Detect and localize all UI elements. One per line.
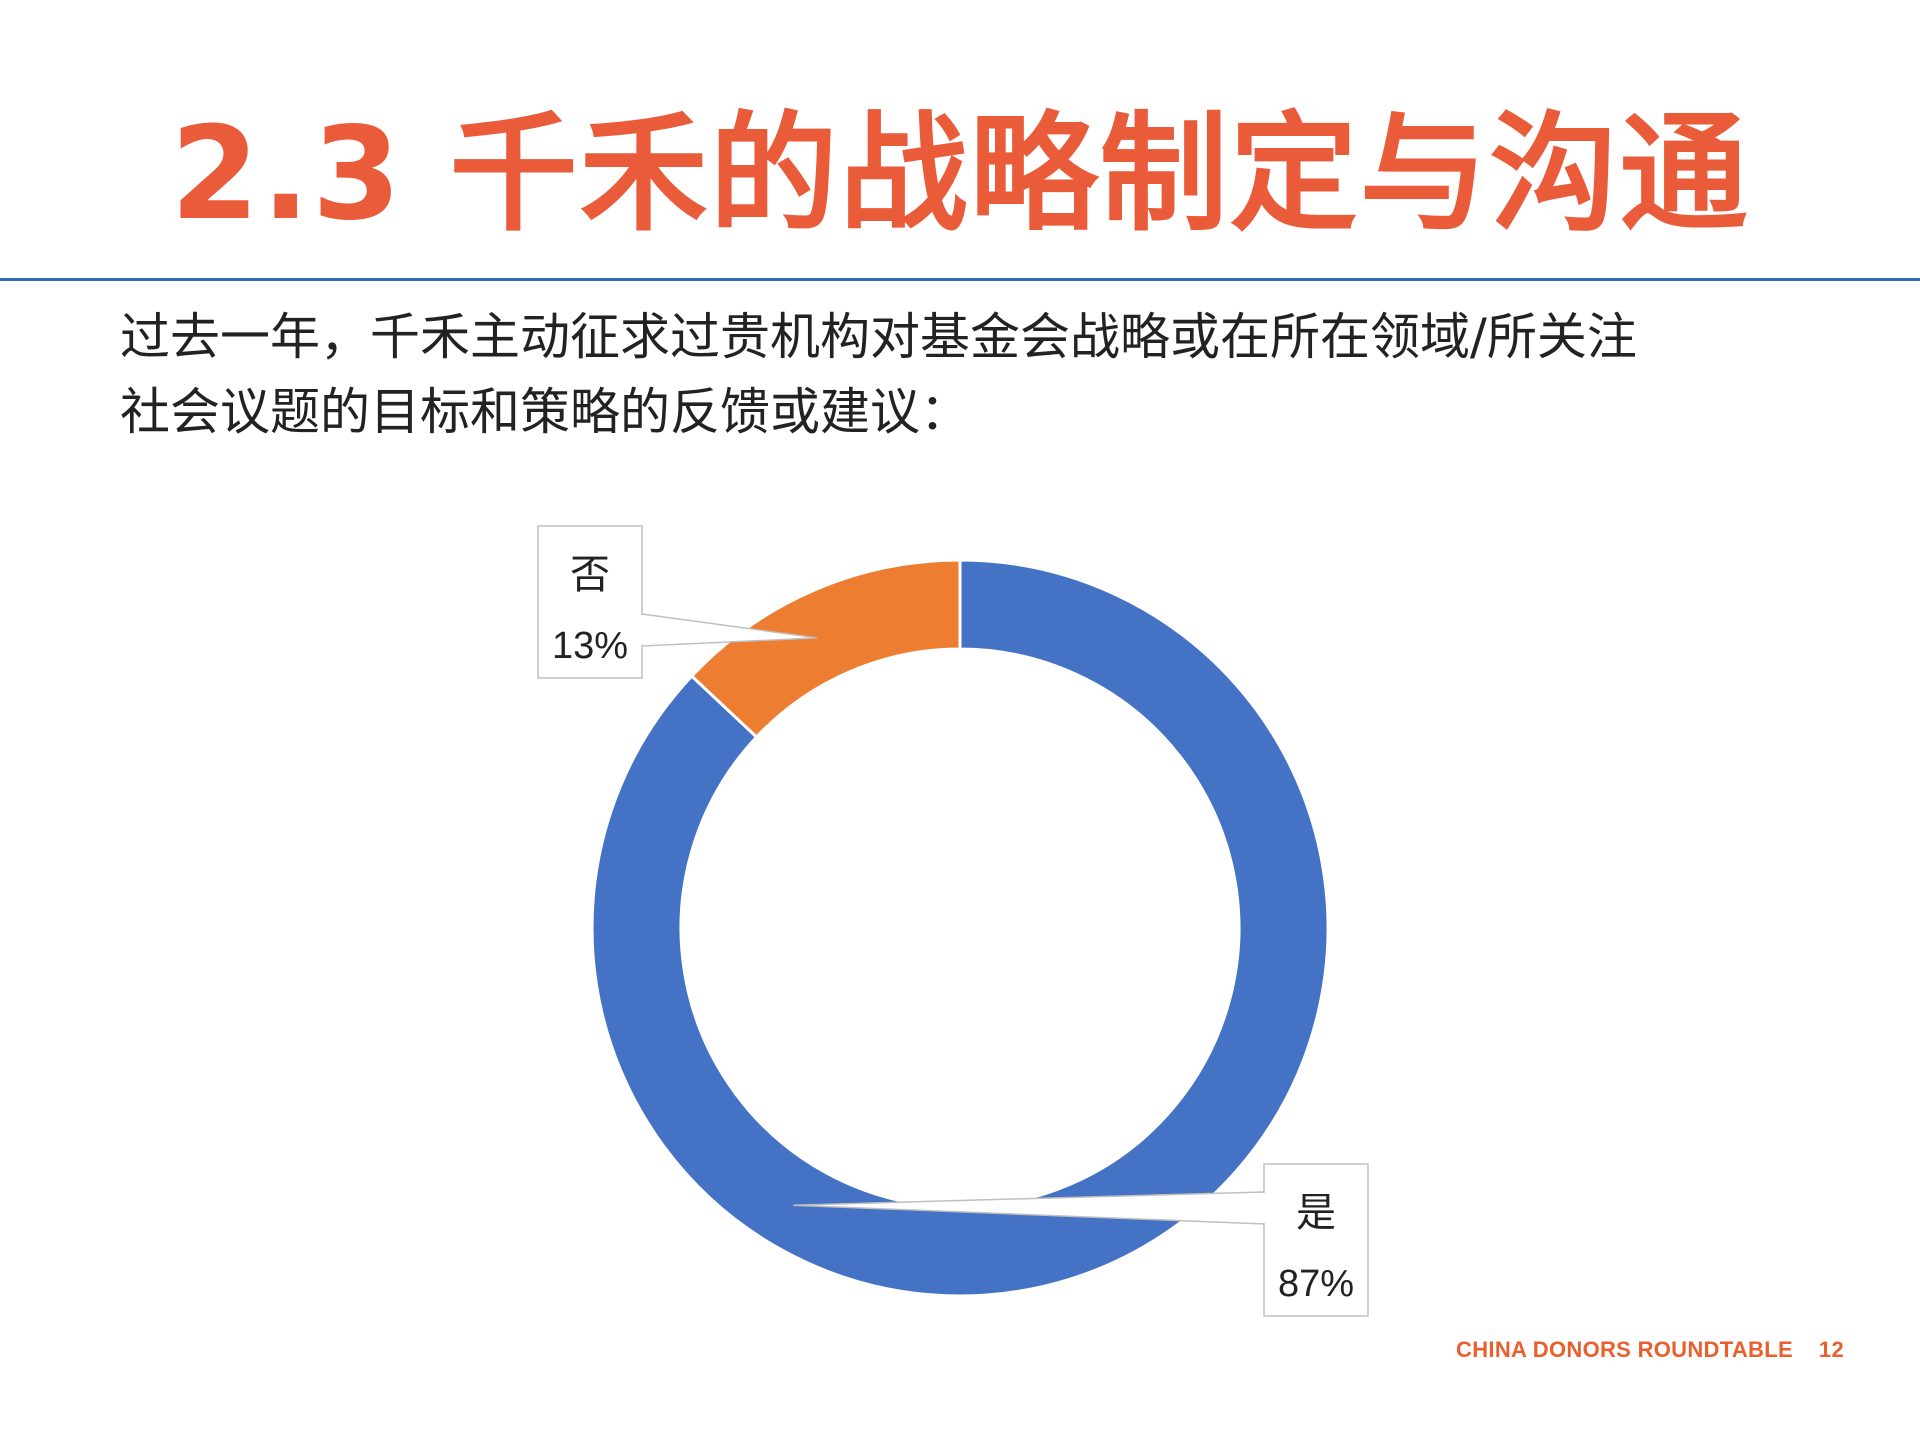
slide-title: 2.3 千禾的战略制定与沟通 — [170, 100, 1750, 249]
callout-yes: 是 87% — [793, 1163, 1369, 1317]
donut-slice-no — [689, 558, 962, 740]
question-line-2: 社会议题的目标和策略的反馈或建议： — [120, 383, 970, 441]
footer: CHINA DONORS ROUNDTABLE 12 — [1456, 1337, 1844, 1363]
callout-no: 否 13% — [537, 525, 817, 679]
page-number: 12 — [1818, 1337, 1844, 1362]
data-label-category-no: 否 — [570, 552, 610, 598]
data-label-percent-no: 13% — [552, 625, 628, 667]
data-label-category-yes: 是 — [1296, 1190, 1336, 1236]
title-divider — [0, 278, 1920, 281]
footer-org: CHINA DONORS ROUNDTABLE — [1456, 1337, 1793, 1362]
question-line-1: 过去一年，千禾主动征求过贵机构对基金会战略或在所在领域/所关注 — [120, 308, 1637, 366]
survey-question: 过去一年，千禾主动征求过贵机构对基金会战略或在所在领域/所关注 社会议题的目标和… — [120, 300, 1800, 450]
callout-box-no — [537, 525, 643, 679]
donut-slice-yes — [590, 558, 1330, 1298]
data-label-percent-yes: 87% — [1278, 1263, 1354, 1305]
callout-box-yes — [1263, 1163, 1369, 1317]
